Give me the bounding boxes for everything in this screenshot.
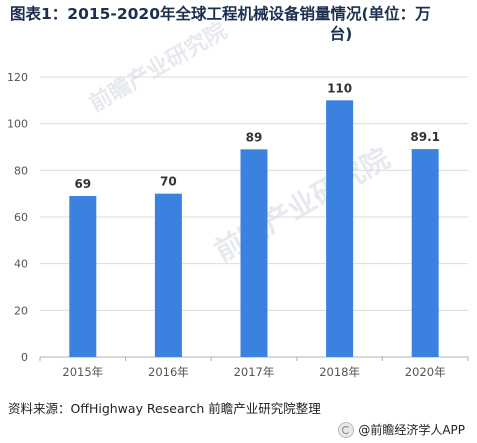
- bar: [69, 196, 97, 357]
- y-tick-label: 100: [7, 118, 28, 131]
- data-label: 70: [160, 175, 177, 189]
- y-tick-label: 40: [14, 258, 28, 271]
- data-label: 89.1: [410, 130, 440, 144]
- chart-title-line2: 台): [329, 25, 353, 43]
- x-tick-label: 2018年: [319, 365, 360, 379]
- x-tick-label: 2017年: [234, 365, 275, 379]
- data-label: 89: [246, 130, 263, 144]
- watermark-text: 前瞻产业研究院: [85, 18, 231, 118]
- data-label: 69: [74, 177, 91, 191]
- bar: [411, 149, 439, 357]
- y-tick-label: 120: [7, 71, 28, 84]
- bar: [154, 193, 182, 357]
- data-label: 110: [327, 81, 352, 95]
- x-tick-label: 2015年: [62, 365, 103, 379]
- x-tick-label: 2020年: [405, 365, 446, 379]
- footer-credit: @前瞻经济学人APP: [338, 421, 465, 438]
- qianzhan-logo-icon: [338, 421, 355, 438]
- footer-text: @前瞻经济学人APP: [358, 423, 465, 437]
- chart-title-line1: 图表1：2015-2020年全球工程机械设备销量情况(单位：万: [10, 5, 431, 23]
- y-tick-label: 0: [21, 351, 28, 364]
- y-tick-label: 80: [14, 164, 28, 177]
- chart-title: 图表1：2015-2020年全球工程机械设备销量情况(单位：万 台): [10, 4, 472, 44]
- watermark-text: 前瞻产业研究院: [209, 141, 395, 268]
- source-note: 资料来源：OffHighway Research 前瞻产业研究院整理: [8, 401, 321, 416]
- y-tick-label: 20: [14, 304, 28, 317]
- y-tick-label: 60: [14, 211, 28, 224]
- bar: [240, 149, 268, 357]
- bar: [326, 100, 354, 357]
- x-tick-label: 2016年: [148, 365, 189, 379]
